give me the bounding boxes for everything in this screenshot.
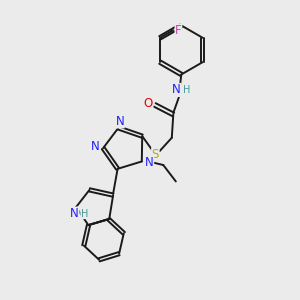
- Text: H: H: [183, 85, 190, 95]
- Text: N: N: [145, 156, 154, 170]
- Text: O: O: [144, 97, 153, 110]
- Text: N: N: [70, 207, 79, 220]
- Text: S: S: [152, 148, 159, 161]
- Text: N: N: [91, 140, 100, 153]
- Text: N: N: [116, 115, 124, 128]
- Text: F: F: [175, 24, 182, 37]
- Text: H: H: [81, 208, 88, 219]
- Text: N: N: [172, 83, 181, 97]
